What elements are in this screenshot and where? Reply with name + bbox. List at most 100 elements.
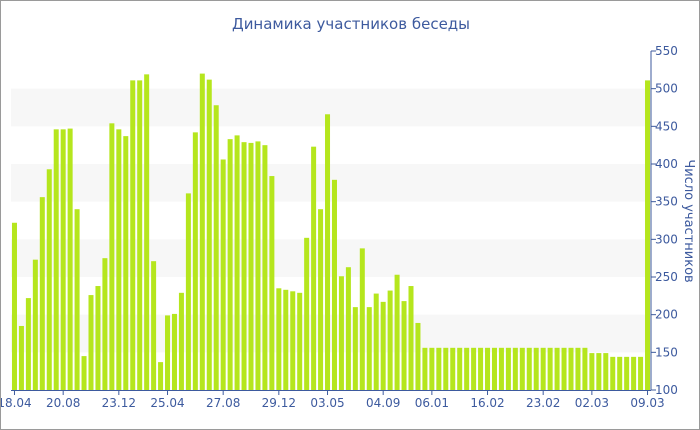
x-tick-label: 20.08 (46, 396, 80, 410)
bar (422, 347, 428, 390)
bar (533, 347, 539, 390)
bar (297, 292, 303, 390)
bar (429, 347, 435, 390)
bar (144, 74, 150, 390)
bar (596, 353, 602, 390)
bar (199, 73, 205, 390)
bar (331, 179, 337, 390)
bar (394, 274, 400, 390)
bar (498, 347, 504, 390)
bar (46, 169, 52, 390)
bar (373, 293, 379, 390)
bar (380, 301, 386, 390)
x-tick-label: 29.12 (262, 396, 296, 410)
x-tick-label: 16.02 (470, 396, 504, 410)
x-tick-label: 18.04 (1, 396, 32, 410)
grid-band (11, 164, 651, 202)
bar (248, 142, 254, 390)
y-axis-title: Число участников (681, 159, 696, 282)
bar (123, 136, 129, 390)
bars-group (11, 73, 651, 391)
y-tick-label: 350 (655, 195, 678, 209)
x-tick-label: 02.03 (575, 396, 609, 410)
bar (408, 286, 414, 390)
bar (645, 80, 651, 390)
bar (338, 276, 344, 390)
bar (415, 322, 421, 390)
bar (505, 347, 511, 390)
bar (457, 347, 463, 390)
bar (491, 347, 497, 390)
bar (610, 356, 616, 390)
bar (290, 291, 296, 390)
bar (130, 80, 136, 390)
bar (165, 315, 171, 390)
bar (11, 222, 17, 390)
bar (554, 347, 560, 390)
bar (213, 105, 219, 391)
bar (304, 237, 310, 390)
bar (178, 292, 184, 390)
bar (464, 347, 470, 390)
bar (512, 347, 518, 390)
bar (39, 197, 45, 390)
bar (74, 209, 80, 390)
bar (589, 353, 595, 390)
bar (568, 347, 574, 390)
bar (582, 347, 588, 390)
bar (116, 129, 122, 390)
x-tick-label: 09.03 (630, 396, 664, 410)
grid-bands (11, 88, 651, 353)
bar (185, 193, 191, 390)
bar (137, 80, 143, 390)
bar (171, 313, 177, 390)
bar (519, 347, 525, 390)
bar (450, 347, 456, 390)
bar (638, 356, 644, 390)
y-tick-label: 450 (655, 119, 678, 133)
x-tick-label: 25.04 (150, 396, 184, 410)
y-tick-label: 500 (655, 82, 678, 96)
bar (255, 141, 261, 390)
bar (478, 347, 484, 390)
grid-band (11, 88, 651, 127)
y-tick-label: 250 (655, 270, 678, 284)
bar (234, 135, 240, 390)
y-tick-label: 200 (655, 308, 678, 322)
bar (443, 347, 449, 390)
y-axis: 100 150 200 250 300 350 400 450 500 550 (650, 44, 678, 397)
bar (262, 145, 268, 390)
bar (575, 347, 581, 390)
bar (18, 325, 24, 390)
bar (318, 209, 324, 390)
bar (325, 114, 331, 390)
bar (276, 288, 282, 390)
bar (624, 356, 630, 390)
bar (283, 289, 289, 390)
bar (227, 139, 233, 390)
bar (540, 347, 546, 390)
bar (311, 146, 317, 390)
bar (220, 159, 226, 390)
x-tick-label: 23.12 (102, 396, 136, 410)
bar (631, 356, 637, 390)
bar (617, 356, 623, 390)
x-tick-label: 03.05 (310, 396, 344, 410)
bar (603, 353, 609, 390)
bar (269, 176, 275, 390)
y-tick-label: 400 (655, 157, 678, 171)
x-tick-label: 23.02 (526, 396, 560, 410)
bar (102, 258, 108, 390)
bar (366, 307, 372, 390)
bar (32, 259, 38, 390)
bar (436, 347, 442, 390)
bar (471, 347, 477, 390)
bar (359, 248, 365, 390)
bar (158, 362, 164, 390)
bar (526, 347, 532, 390)
bar (547, 347, 553, 390)
bar (109, 123, 115, 390)
bar (561, 347, 567, 390)
